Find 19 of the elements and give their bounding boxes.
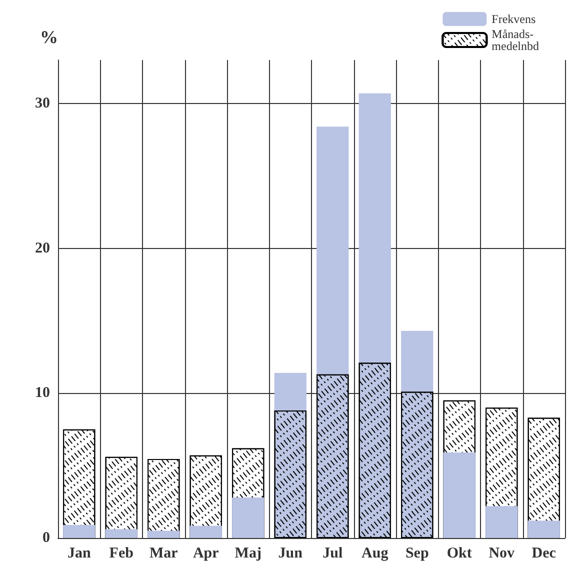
x-tick-label: Okt [446, 546, 472, 562]
legend-label: Frekvens [492, 12, 536, 26]
x-tick-label: Maj [234, 546, 262, 562]
x-tick-label: Dec [532, 546, 556, 562]
x-tick-label: Jul [322, 546, 343, 562]
y-tick-label: 0 [42, 530, 50, 546]
y-axis-title: % [40, 27, 58, 47]
x-tick-label: Mar [149, 546, 178, 562]
y-tick-label: 10 [35, 385, 50, 402]
x-tick-label: Nov [488, 546, 516, 562]
x-tick-label: Sep [405, 546, 429, 562]
legend-label: Månads- medelnbd [492, 27, 540, 53]
y-tick-label: 30 [35, 95, 50, 112]
x-tick-label: Apr [192, 546, 220, 562]
y-tick-label: 20 [35, 240, 50, 256]
x-tick-label: Jun [278, 546, 304, 562]
x-tick-label: Jan [67, 546, 92, 562]
x-tick-label: Aug [362, 546, 389, 562]
x-tick-label: Feb [109, 546, 134, 562]
